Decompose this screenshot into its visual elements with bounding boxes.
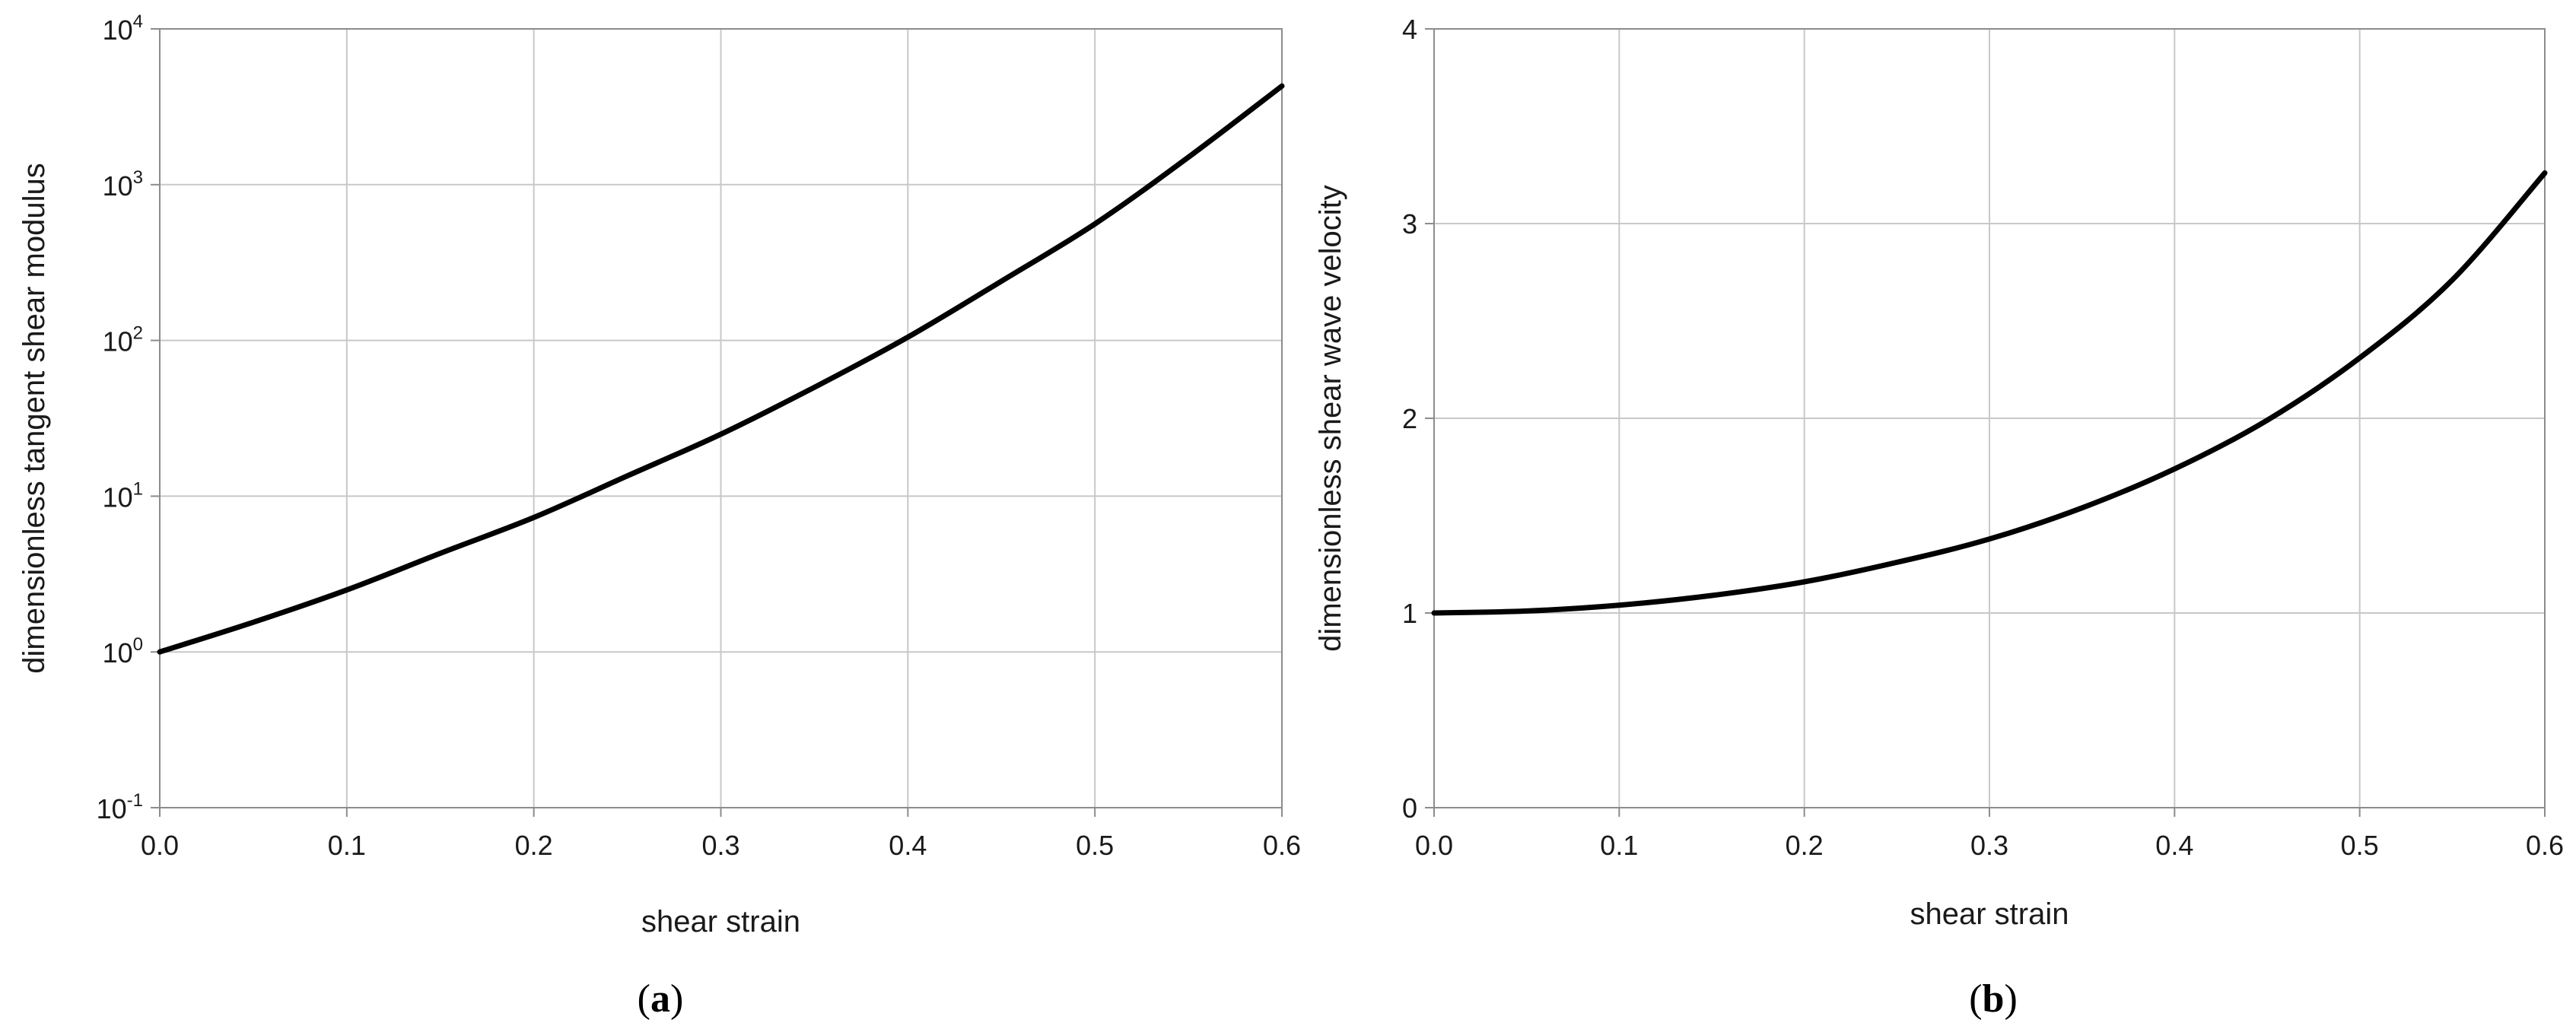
y-tick-label: 2 bbox=[1402, 403, 1417, 434]
y-tick-exponent: -1 bbox=[127, 790, 143, 811]
y-tick-base: 10 bbox=[97, 793, 127, 824]
y-tick-label: 100 bbox=[103, 634, 143, 669]
x-tick-label: 0.5 bbox=[2341, 830, 2379, 861]
y-tick-label: 1 bbox=[1402, 598, 1417, 629]
x-tick-label: 0.1 bbox=[1600, 830, 1638, 861]
x-tick-label: 0.3 bbox=[701, 830, 739, 861]
x-axis-label: shear strain bbox=[641, 905, 800, 938]
y-tick-label: 0 bbox=[1402, 792, 1417, 824]
x-tick-label: 0.3 bbox=[1970, 830, 2008, 861]
y-tick-exponent: 1 bbox=[133, 478, 143, 499]
y-tick-label: 103 bbox=[103, 167, 143, 202]
x-tick-label: 0.4 bbox=[2155, 830, 2193, 861]
panel-label: (a) bbox=[638, 977, 684, 1021]
x-tick-label: 0.0 bbox=[1415, 830, 1453, 861]
x-tick-label: 0.6 bbox=[2526, 830, 2564, 861]
y-tick-exponent: 3 bbox=[133, 167, 143, 188]
x-axis-label: shear strain bbox=[1910, 897, 2069, 931]
plot-frame bbox=[159, 28, 1283, 808]
x-tick-label: 0.2 bbox=[515, 830, 553, 861]
y-tick-exponent: 4 bbox=[133, 11, 143, 32]
y-axis-label: dimensionless shear wave velocity bbox=[1314, 185, 1347, 652]
series-line bbox=[157, 83, 1285, 655]
panel-letter: b bbox=[1983, 977, 2005, 1021]
y-tick-exponent: 2 bbox=[133, 323, 143, 344]
y-tick-base: 10 bbox=[103, 326, 133, 357]
chart-panel-b: 0.0 0.1 0.2 0.3 0.4 0.5 0.6 0 1 2 3 4 shear strain di… bbox=[1314, 14, 2564, 1021]
y-tick-label: 3 bbox=[1402, 208, 1417, 240]
y-axis-label: dimensionless tangent shear modulus bbox=[17, 163, 51, 674]
x-tick-label: 0.0 bbox=[141, 830, 179, 861]
y-tick-exponent: 0 bbox=[133, 634, 143, 655]
y-tick-label: 10-1 bbox=[97, 790, 143, 824]
y-tick-label: 104 bbox=[103, 11, 143, 46]
x-tick-label: 0.5 bbox=[1076, 830, 1114, 861]
x-tick-label: 0.1 bbox=[328, 830, 366, 861]
y-tick-base: 10 bbox=[103, 170, 133, 202]
y-tick-label: 101 bbox=[103, 478, 143, 513]
y-tick-base: 10 bbox=[103, 14, 133, 46]
y-tick-base: 10 bbox=[103, 481, 133, 513]
panel-letter: a bbox=[650, 977, 670, 1021]
x-tick-label: 0.4 bbox=[889, 830, 927, 861]
x-tick-label: 0.2 bbox=[1786, 830, 1824, 861]
y-tick-label: 102 bbox=[103, 323, 143, 357]
plot-frame bbox=[1433, 28, 2546, 808]
x-tick-label: 0.6 bbox=[1263, 830, 1301, 861]
series-line bbox=[1431, 170, 2548, 616]
panel-label: (b) bbox=[1969, 977, 2018, 1021]
y-tick-label: 4 bbox=[1402, 14, 1417, 45]
chart-panel-a: 0.0 0.1 0.2 0.3 0.4 0.5 0.610-1100101102103104… bbox=[17, 11, 1301, 1021]
y-tick-base: 10 bbox=[103, 637, 133, 669]
